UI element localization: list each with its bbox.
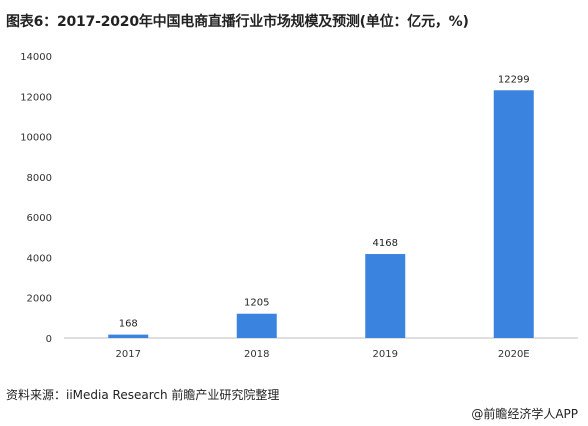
data-label: 1205 <box>244 298 269 309</box>
bars <box>108 90 534 338</box>
data-label: 12299 <box>498 74 530 85</box>
y-tick-label: 0 <box>46 334 52 345</box>
y-tick-label: 2000 <box>27 294 52 305</box>
x-axis: 2017 2018 2019 2020E <box>116 349 530 360</box>
x-tick-label: 2018 <box>244 349 269 360</box>
y-tick-label: 8000 <box>27 173 52 184</box>
y-tick-label: 14000 <box>20 52 52 63</box>
data-label: 168 <box>119 319 138 330</box>
y-tick-label: 6000 <box>27 213 52 224</box>
y-tick-label: 4000 <box>27 253 52 264</box>
bar-2018 <box>236 313 277 338</box>
x-tick-label: 2017 <box>116 349 141 360</box>
data-labels: 168 1205 4168 12299 <box>119 74 530 329</box>
brand-credit: @前瞻经济学人APP <box>471 407 578 421</box>
y-tick-label: 10000 <box>20 133 52 144</box>
data-label: 4168 <box>373 238 398 249</box>
y-axis: 0 2000 4000 6000 8000 10000 12000 14000 <box>20 52 52 345</box>
chart-title: 图表6：2017-2020年中国电商直播行业市场规模及预测(单位：亿元，%) <box>6 14 469 30</box>
bar-2020E <box>493 90 534 338</box>
bar-2019 <box>365 254 406 338</box>
x-tick-label: 2020E <box>498 349 530 360</box>
x-tick-label: 2019 <box>373 349 398 360</box>
bar-2017 <box>108 334 149 338</box>
source-note: 资料来源：iiMedia Research 前瞻产业研究院整理 <box>6 388 280 402</box>
y-tick-label: 12000 <box>20 92 52 103</box>
